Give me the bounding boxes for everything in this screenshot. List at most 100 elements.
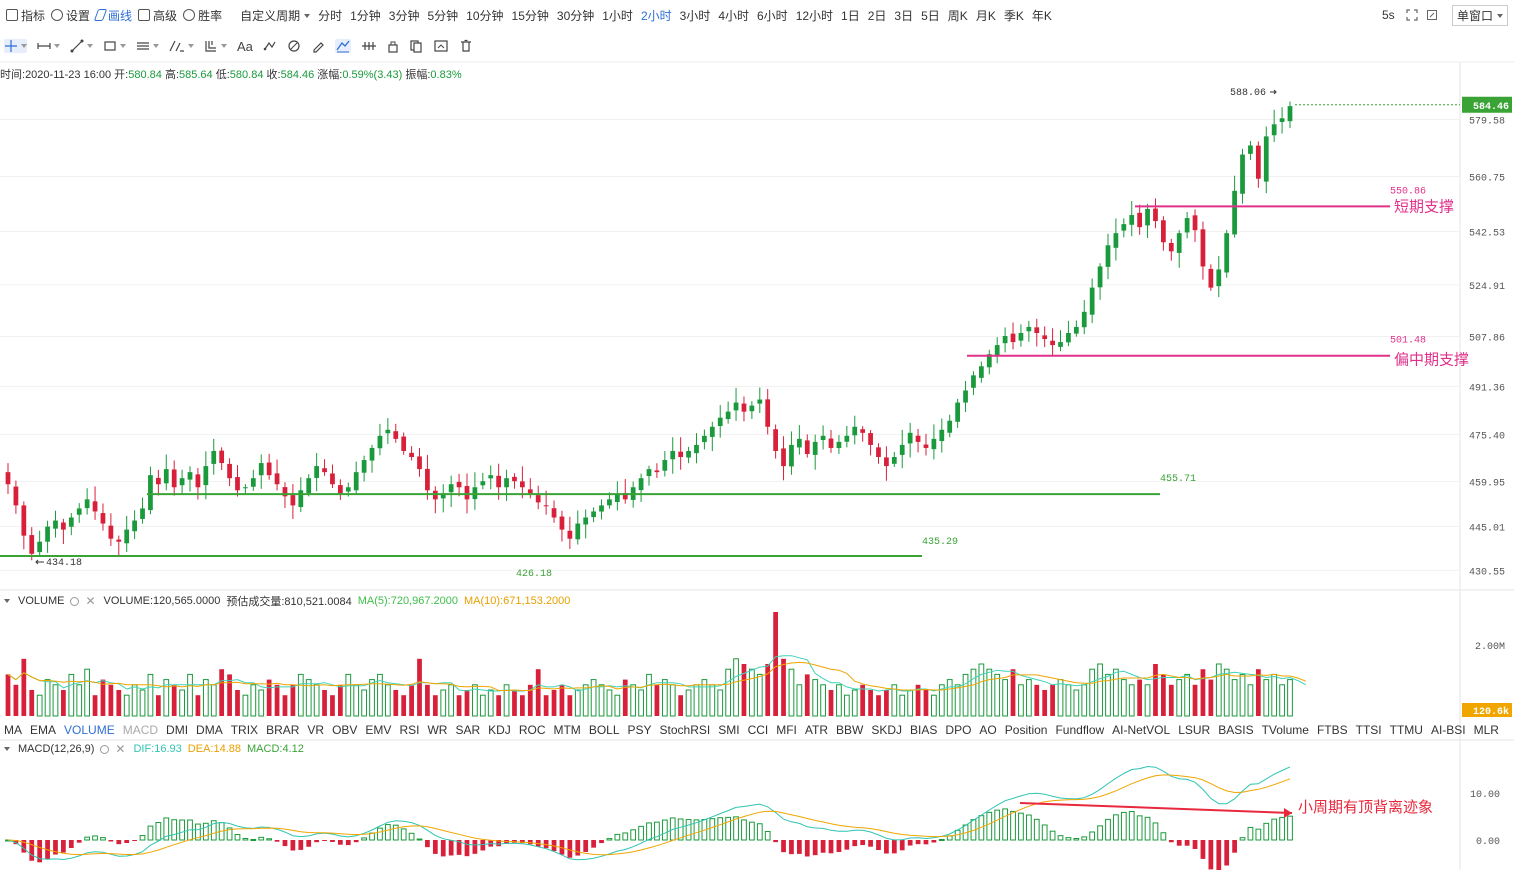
indicator-tab-dpo[interactable]: DPO (945, 723, 972, 737)
macd-histogram-bar (163, 817, 170, 841)
volume-bar (1255, 669, 1261, 716)
fullscreen-button[interactable] (1406, 0, 1418, 30)
win-rate-button[interactable]: 胜率 (183, 7, 222, 24)
indicator-tab-mfi[interactable]: MFI (776, 723, 797, 737)
parallel-lines-tool[interactable] (136, 39, 159, 53)
indicator-tab-ma[interactable]: MA (4, 723, 22, 737)
settings-icon[interactable] (100, 744, 110, 754)
indicator-tab-obv[interactable]: OBV (332, 723, 358, 737)
window-mode-dropdown[interactable]: 单窗口 (1452, 0, 1509, 30)
indicator-tab-wr[interactable]: WR (427, 723, 448, 737)
custom-period-dropdown[interactable]: 自定义周期 (240, 7, 311, 24)
indicator-tab-position[interactable]: Position (1004, 723, 1048, 737)
period-3[interactable]: 5分钟 (427, 8, 459, 23)
chevron-down-icon[interactable] (4, 599, 10, 603)
indicator-tab-vr[interactable]: VR (307, 723, 325, 737)
indicator-tab-macd[interactable]: MACD (122, 723, 159, 737)
period-2[interactable]: 3分钟 (388, 8, 420, 23)
screenshot-tool[interactable] (433, 39, 449, 53)
indicator-tab-emv[interactable]: EMV (365, 723, 392, 737)
indicator-tab-fundflow[interactable]: Fundflow (1055, 723, 1105, 737)
brush-tool[interactable] (287, 39, 301, 53)
period-0[interactable]: 分时 (318, 8, 343, 23)
indicator-tab-stochrsi[interactable]: StochRSI (659, 723, 711, 737)
period-6[interactable]: 30分钟 (556, 8, 595, 23)
period-9[interactable]: 3小时 (679, 8, 711, 23)
indicator-tab-ai-bsi[interactable]: AI-BSI (1430, 723, 1466, 737)
indicator-tab-ema[interactable]: EMA (30, 723, 57, 737)
indicator-tab-dma[interactable]: DMA (196, 723, 223, 737)
lock-tool[interactable] (387, 39, 399, 53)
indicator-tab-ao[interactable]: AO (979, 723, 997, 737)
period-20[interactable]: 年K (1031, 8, 1052, 23)
indicator-tab-dmi[interactable]: DMI (166, 723, 189, 737)
indicator-tab-bbw[interactable]: BBW (836, 723, 864, 737)
indicator-tab-brar[interactable]: BRAR (266, 723, 300, 737)
crosshair-tool[interactable] (4, 39, 27, 53)
indicator-tab-bias[interactable]: BIAS (910, 723, 938, 737)
advanced-button[interactable]: 高级 (138, 7, 177, 24)
period-17[interactable]: 周K (947, 8, 968, 23)
period-14[interactable]: 2日 (867, 8, 887, 23)
period-1[interactable]: 1分钟 (350, 8, 381, 23)
indicator-tab-skdj[interactable]: SKDJ (871, 723, 903, 737)
indicator-tab-mlr[interactable]: MLR (1473, 723, 1499, 737)
indicator-tab-sar[interactable]: SAR (455, 723, 481, 737)
period-11[interactable]: 6小时 (757, 8, 788, 23)
indicator-tab-smi[interactable]: SMI (718, 723, 740, 737)
magnet-tool[interactable] (334, 39, 351, 53)
indicator-tab-basis[interactable]: BASIS (1218, 723, 1254, 737)
indicator-tab-tvolume[interactable]: TVolume (1261, 723, 1309, 737)
period-18[interactable]: 月K (975, 8, 996, 23)
period-16[interactable]: 5日 (921, 8, 940, 23)
indicator-tab-kdj[interactable]: KDJ (488, 723, 511, 737)
candle-body (417, 456, 422, 470)
close-icon[interactable]: ✕ (115, 742, 126, 756)
draw-line-button[interactable]: 画线 (93, 7, 132, 24)
settings-icon[interactable] (70, 596, 80, 606)
indicator-tab-boll[interactable]: BOLL (588, 723, 620, 737)
grid-tool[interactable] (204, 39, 227, 53)
refresh-interval[interactable]: 5s (1382, 0, 1395, 30)
indicator-tab-roc[interactable]: ROC (518, 723, 546, 737)
popout-button[interactable] (1426, 0, 1438, 30)
chevron-down-icon[interactable] (4, 747, 10, 751)
text-tool[interactable]: Aa (237, 38, 253, 54)
indicator-tab-ai-netvol[interactable]: AI-NetVOL (1112, 723, 1171, 737)
period-8[interactable]: 2小时 (640, 8, 672, 23)
indicator-tab-ttsi[interactable]: TTSI (1355, 723, 1382, 737)
horizontal-line-tool[interactable] (37, 39, 60, 53)
fib-tool[interactable] (169, 39, 194, 53)
indicator-tab-ttmu[interactable]: TTMU (1389, 723, 1423, 737)
measure-tool[interactable] (361, 39, 377, 53)
indicator-button[interactable]: 指标 (6, 7, 45, 24)
rectangle-tool[interactable] (103, 39, 126, 53)
close-icon[interactable]: ✕ (85, 594, 96, 608)
period-19[interactable]: 季K (1003, 8, 1024, 23)
macd-histogram-bar (226, 827, 233, 841)
trend-line-tool[interactable] (70, 39, 93, 53)
indicator-tab-rsi[interactable]: RSI (399, 723, 420, 737)
period-5[interactable]: 15分钟 (511, 8, 549, 23)
indicator-tab-psy[interactable]: PSY (627, 723, 652, 737)
period-15[interactable]: 3日 (894, 8, 914, 23)
period-7[interactable]: 1小时 (602, 8, 633, 23)
indicator-tab-ftbs[interactable]: FTBS (1316, 723, 1348, 737)
period-12[interactable]: 12小时 (795, 8, 834, 23)
indicator-tab-mtm[interactable]: MTM (553, 723, 581, 737)
eraser-tool[interactable] (311, 39, 325, 53)
period-4[interactable]: 10分钟 (466, 8, 504, 23)
period-13[interactable]: 1日 (841, 8, 860, 23)
copy-tool[interactable] (409, 39, 423, 53)
indicator-tab-trix[interactable]: TRIX (230, 723, 259, 737)
pattern-tool[interactable] (263, 39, 277, 53)
indicator-tab-volume[interactable]: VOLUME (64, 723, 115, 737)
indicator-tab-atr[interactable]: ATR (804, 723, 829, 737)
period-10[interactable]: 4小时 (718, 8, 749, 23)
settings-button[interactable]: 设置 (51, 7, 90, 24)
macd-histogram-bar (1136, 815, 1143, 841)
indicator-tab-cci[interactable]: CCI (747, 723, 769, 737)
delete-tool[interactable] (459, 39, 473, 53)
indicator-tab-lsur[interactable]: LSUR (1178, 723, 1211, 737)
